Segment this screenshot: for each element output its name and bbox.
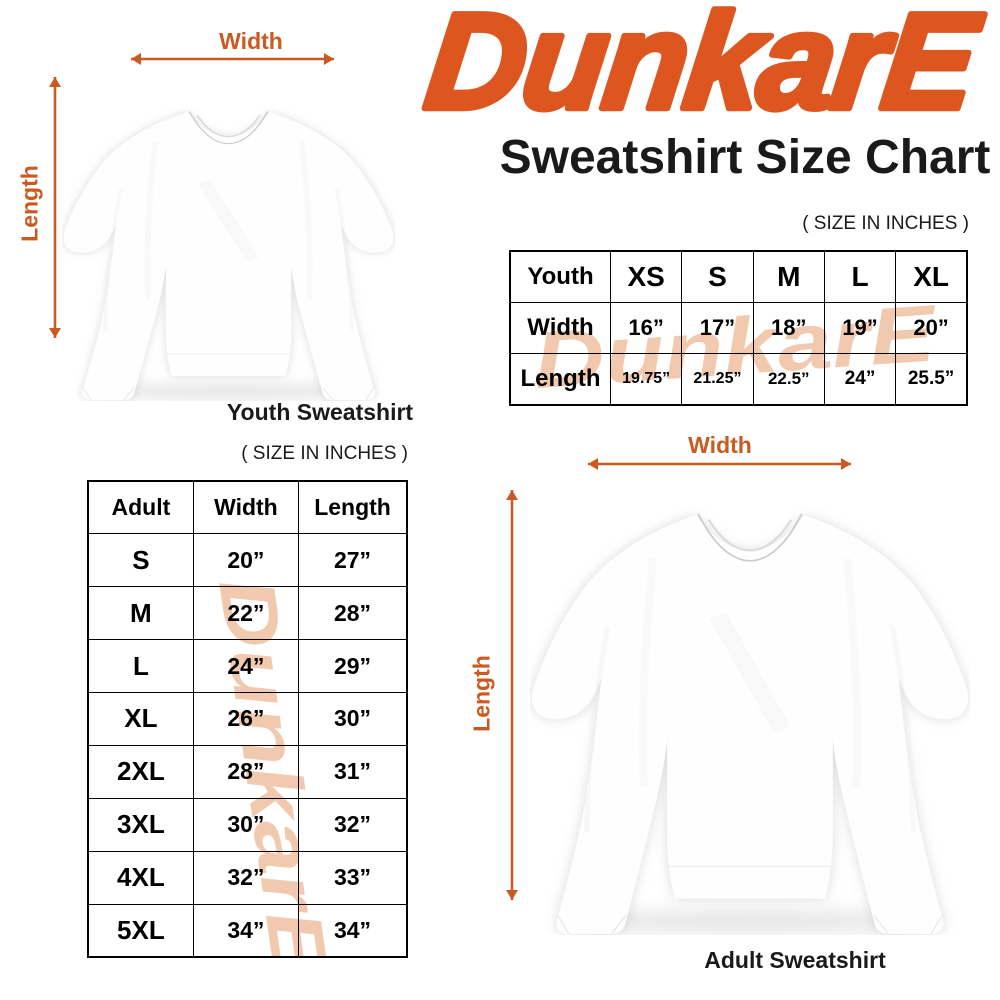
svg-text:DunkarE: DunkarE — [419, 0, 989, 137]
